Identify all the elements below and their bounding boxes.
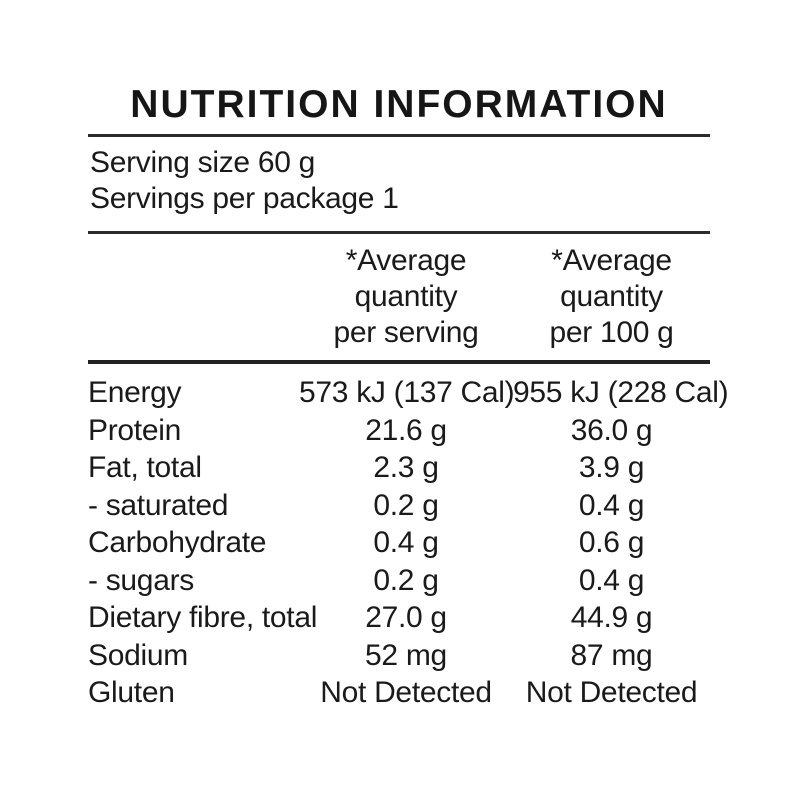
table-row-saturated: - saturated 0.2 g 0.4 g bbox=[88, 487, 710, 525]
value-per-100g: Not Detected bbox=[525, 676, 698, 709]
divider-serving bbox=[88, 231, 710, 234]
value-per-100g: 36.0 g bbox=[570, 413, 653, 447]
nutrient-name: - sugars bbox=[88, 563, 194, 597]
header-line: per serving bbox=[333, 316, 479, 349]
divider-top bbox=[88, 134, 710, 137]
value-per-serving: 0.2 g bbox=[373, 563, 439, 597]
table-row-dietary-fibre: Dietary fibre, total 27.0 g 44.9 g bbox=[88, 599, 710, 637]
header-line: *Average bbox=[345, 244, 467, 277]
value-per-100g: 0.4 g bbox=[578, 563, 645, 597]
value-per-100g: 0.4 g bbox=[578, 488, 645, 522]
table-row-protein: Protein 21.6 g 36.0 g bbox=[88, 412, 710, 450]
value-per-serving: 0.2 g bbox=[373, 488, 439, 522]
header-line: quantity bbox=[560, 280, 663, 313]
value-per-serving: 573 kJ (137 Cal) bbox=[299, 376, 515, 409]
nutrient-name: Sodium bbox=[88, 638, 188, 672]
serving-size-text: Serving size 60 g bbox=[90, 146, 316, 179]
value-per-100g: 955 kJ (228 Cal) bbox=[513, 376, 729, 409]
nutrient-name: Dietary fibre, total bbox=[88, 601, 318, 634]
value-per-serving: Not Detected bbox=[320, 676, 492, 709]
nutrient-name: Protein bbox=[88, 413, 181, 447]
divider-header bbox=[88, 360, 710, 364]
servings-per-package-text: Servings per package 1 bbox=[90, 182, 399, 215]
value-per-100g: 0.6 g bbox=[578, 526, 645, 559]
nutrient-name: Carbohydrate bbox=[88, 526, 267, 559]
table-row-sugars: - sugars 0.2 g 0.4 g bbox=[88, 562, 710, 600]
value-per-serving: 52 mg bbox=[365, 638, 447, 672]
serving-info: Serving size 60 g Servings per package 1 bbox=[88, 137, 710, 231]
table-row-fat-total: Fat, total 2.3 g 3.9 g bbox=[88, 449, 710, 487]
nutrition-table: Energy 573 kJ (137 Cal) 955 kJ (228 Cal)… bbox=[88, 364, 729, 712]
header-line: per 100 g bbox=[549, 316, 674, 349]
table-row-energy: Energy 573 kJ (137 Cal) 955 kJ (228 Cal) bbox=[88, 374, 729, 412]
table-row-carbohydrate: Carbohydrate 0.4 g 0.6 g bbox=[88, 524, 710, 562]
value-per-serving: 27.0 g bbox=[365, 601, 447, 634]
header-spacer bbox=[88, 243, 299, 351]
column-header-per-serving: *Average quantity per serving bbox=[299, 243, 513, 351]
value-per-100g: 44.9 g bbox=[570, 601, 653, 634]
value-per-serving: 0.4 g bbox=[373, 526, 439, 559]
nutrient-name: Energy bbox=[88, 376, 182, 409]
value-per-serving: 2.3 g bbox=[373, 451, 439, 484]
value-per-100g: 3.9 g bbox=[578, 451, 645, 484]
table-row-gluten: Gluten Not Detected Not Detected bbox=[88, 674, 710, 712]
column-header-per-100g: *Average quantity per 100 g bbox=[513, 243, 710, 351]
nutrient-name: Gluten bbox=[88, 676, 175, 709]
table-row-sodium: Sodium 52 mg 87 mg bbox=[88, 637, 710, 675]
value-per-serving: 21.6 g bbox=[365, 413, 447, 447]
nutrition-label: NUTRITION INFORMATION Serving size 60 g … bbox=[88, 83, 729, 712]
label-title: NUTRITION INFORMATION bbox=[130, 83, 668, 126]
header-line: *Average bbox=[551, 244, 672, 277]
table-header: *Average quantity per serving *Average q… bbox=[88, 234, 710, 360]
value-per-100g: 87 mg bbox=[570, 638, 653, 672]
header-line: quantity bbox=[354, 280, 458, 313]
nutrient-name: Fat, total bbox=[88, 451, 202, 484]
nutrient-name: - saturated bbox=[88, 488, 229, 522]
